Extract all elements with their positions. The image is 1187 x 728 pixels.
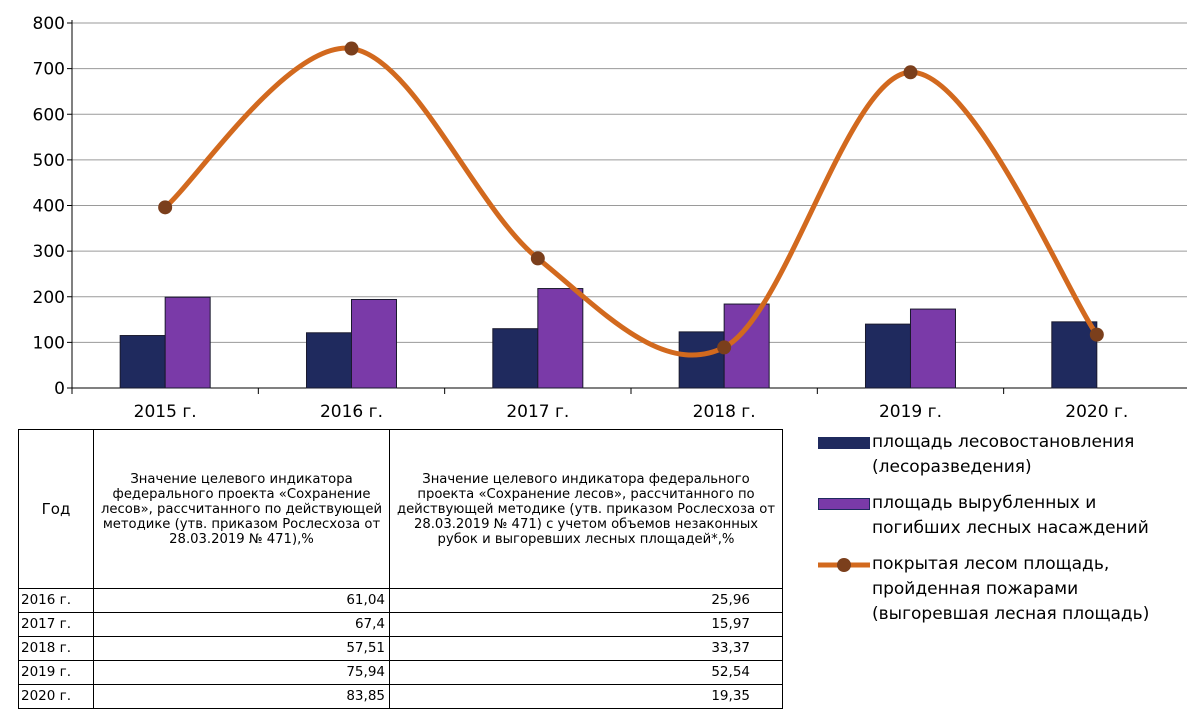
x-tick-label: 2019 г. — [879, 402, 942, 422]
table-cell-adjusted: 25,96 — [389, 588, 783, 613]
y-tick-label: 200 — [33, 288, 65, 308]
table-cell-year: 2017 г. — [18, 612, 94, 637]
table-row: 2017 г. 67,4 15,97 — [18, 612, 783, 637]
bar — [723, 303, 770, 389]
legend-item-burned: покрытая лесом площадь, пройденная пожар… — [818, 552, 1187, 627]
x-tick-label: 2016 г. — [320, 402, 383, 422]
table-cell-year: 2020 г. — [18, 684, 94, 709]
table-cell-current: 75,94 — [93, 660, 390, 685]
legend-swatch-line-orange — [818, 558, 870, 572]
bar — [492, 328, 539, 389]
line-point — [1089, 327, 1104, 342]
legend-label-line: площадь лесовостановления — [872, 432, 1135, 452]
table-row: 2016 г. 61,04 25,96 — [18, 588, 783, 613]
legend-label-line: погибших лесных насаждений — [872, 518, 1149, 538]
legend-item-logged: площадь вырубленных и погибших лесных на… — [818, 491, 1187, 541]
y-tick-label: 100 — [33, 333, 65, 353]
legend-label-line: пройденная пожарами — [872, 579, 1079, 599]
x-tick-label: 2015 г. — [134, 402, 197, 422]
bar — [678, 331, 725, 389]
bar — [164, 296, 211, 389]
indicator-table: Год Значение целевого индикатора федерал… — [18, 429, 783, 709]
y-tick-label: 400 — [33, 197, 65, 217]
y-tick-label: 600 — [33, 105, 65, 125]
y-tick-label: 700 — [33, 60, 65, 80]
table-header-indicator-current: Значение целевого индикатора федеральног… — [93, 429, 390, 589]
table-header-row: Год Значение целевого индикатора федерал… — [18, 429, 783, 589]
line-point — [158, 200, 173, 215]
y-tick-label: 0 — [54, 379, 65, 399]
bar — [1051, 321, 1098, 389]
table-cell-adjusted: 19,35 — [389, 684, 783, 709]
table-cell-year: 2018 г. — [18, 636, 94, 661]
bar — [350, 298, 397, 389]
legend-swatch-bar-purple — [818, 498, 870, 510]
table-cell-current: 83,85 — [93, 684, 390, 709]
table-cell-year: 2019 г. — [18, 660, 94, 685]
legend-label-line: (лесоразведения) — [872, 457, 1032, 477]
y-tick-label: 500 — [33, 151, 65, 171]
legend-swatch-bar-navy — [818, 437, 870, 449]
table-cell-adjusted: 33,37 — [389, 636, 783, 661]
table-cell-current: 57,51 — [93, 636, 390, 661]
line-point — [344, 41, 359, 56]
legend: площадь лесовостановления (лесоразведени… — [818, 430, 1187, 627]
line-point — [717, 340, 732, 355]
legend-label-line: (выгоревшая лесная площадь) — [872, 604, 1150, 624]
x-tick-label: 2020 г. — [1065, 402, 1128, 422]
table-row: 2019 г. 75,94 52,54 — [18, 660, 783, 685]
series-line-burned-area — [163, 46, 1099, 358]
bar — [909, 308, 956, 389]
table-row: 2020 г. 83,85 19,35 — [18, 684, 783, 709]
table-cell-adjusted: 15,97 — [389, 612, 783, 637]
legend-label-line: покрытая лесом площадь, — [872, 554, 1110, 574]
bar — [864, 323, 911, 389]
bar — [305, 332, 352, 389]
table-cell-current: 61,04 — [93, 588, 390, 613]
x-tick-label: 2017 г. — [506, 402, 569, 422]
table-cell-current: 67,4 — [93, 612, 390, 637]
line-point — [903, 65, 918, 80]
table-header-indicator-adjusted: Значение целевого индикатора федеральног… — [389, 429, 783, 589]
table-row: 2018 г. 57,51 33,37 — [18, 636, 783, 661]
bar — [537, 288, 584, 389]
chart: 0 100 200 300 400 500 600 700 800 2015 г. 2016 г. 2… — [33, 14, 1187, 422]
y-tick-label: 300 — [33, 242, 65, 262]
table-header-year: Год — [18, 429, 94, 589]
legend-item-reforestation: площадь лесовостановления (лесоразведени… — [818, 430, 1187, 480]
table-cell-adjusted: 52,54 — [389, 660, 783, 685]
bar — [119, 335, 166, 389]
table-cell-year: 2016 г. — [18, 588, 94, 613]
legend-label-line: площадь вырубленных и — [872, 493, 1097, 513]
y-tick-label: 800 — [33, 14, 65, 34]
x-tick-label: 2018 г. — [693, 402, 756, 422]
line-point — [530, 251, 545, 266]
